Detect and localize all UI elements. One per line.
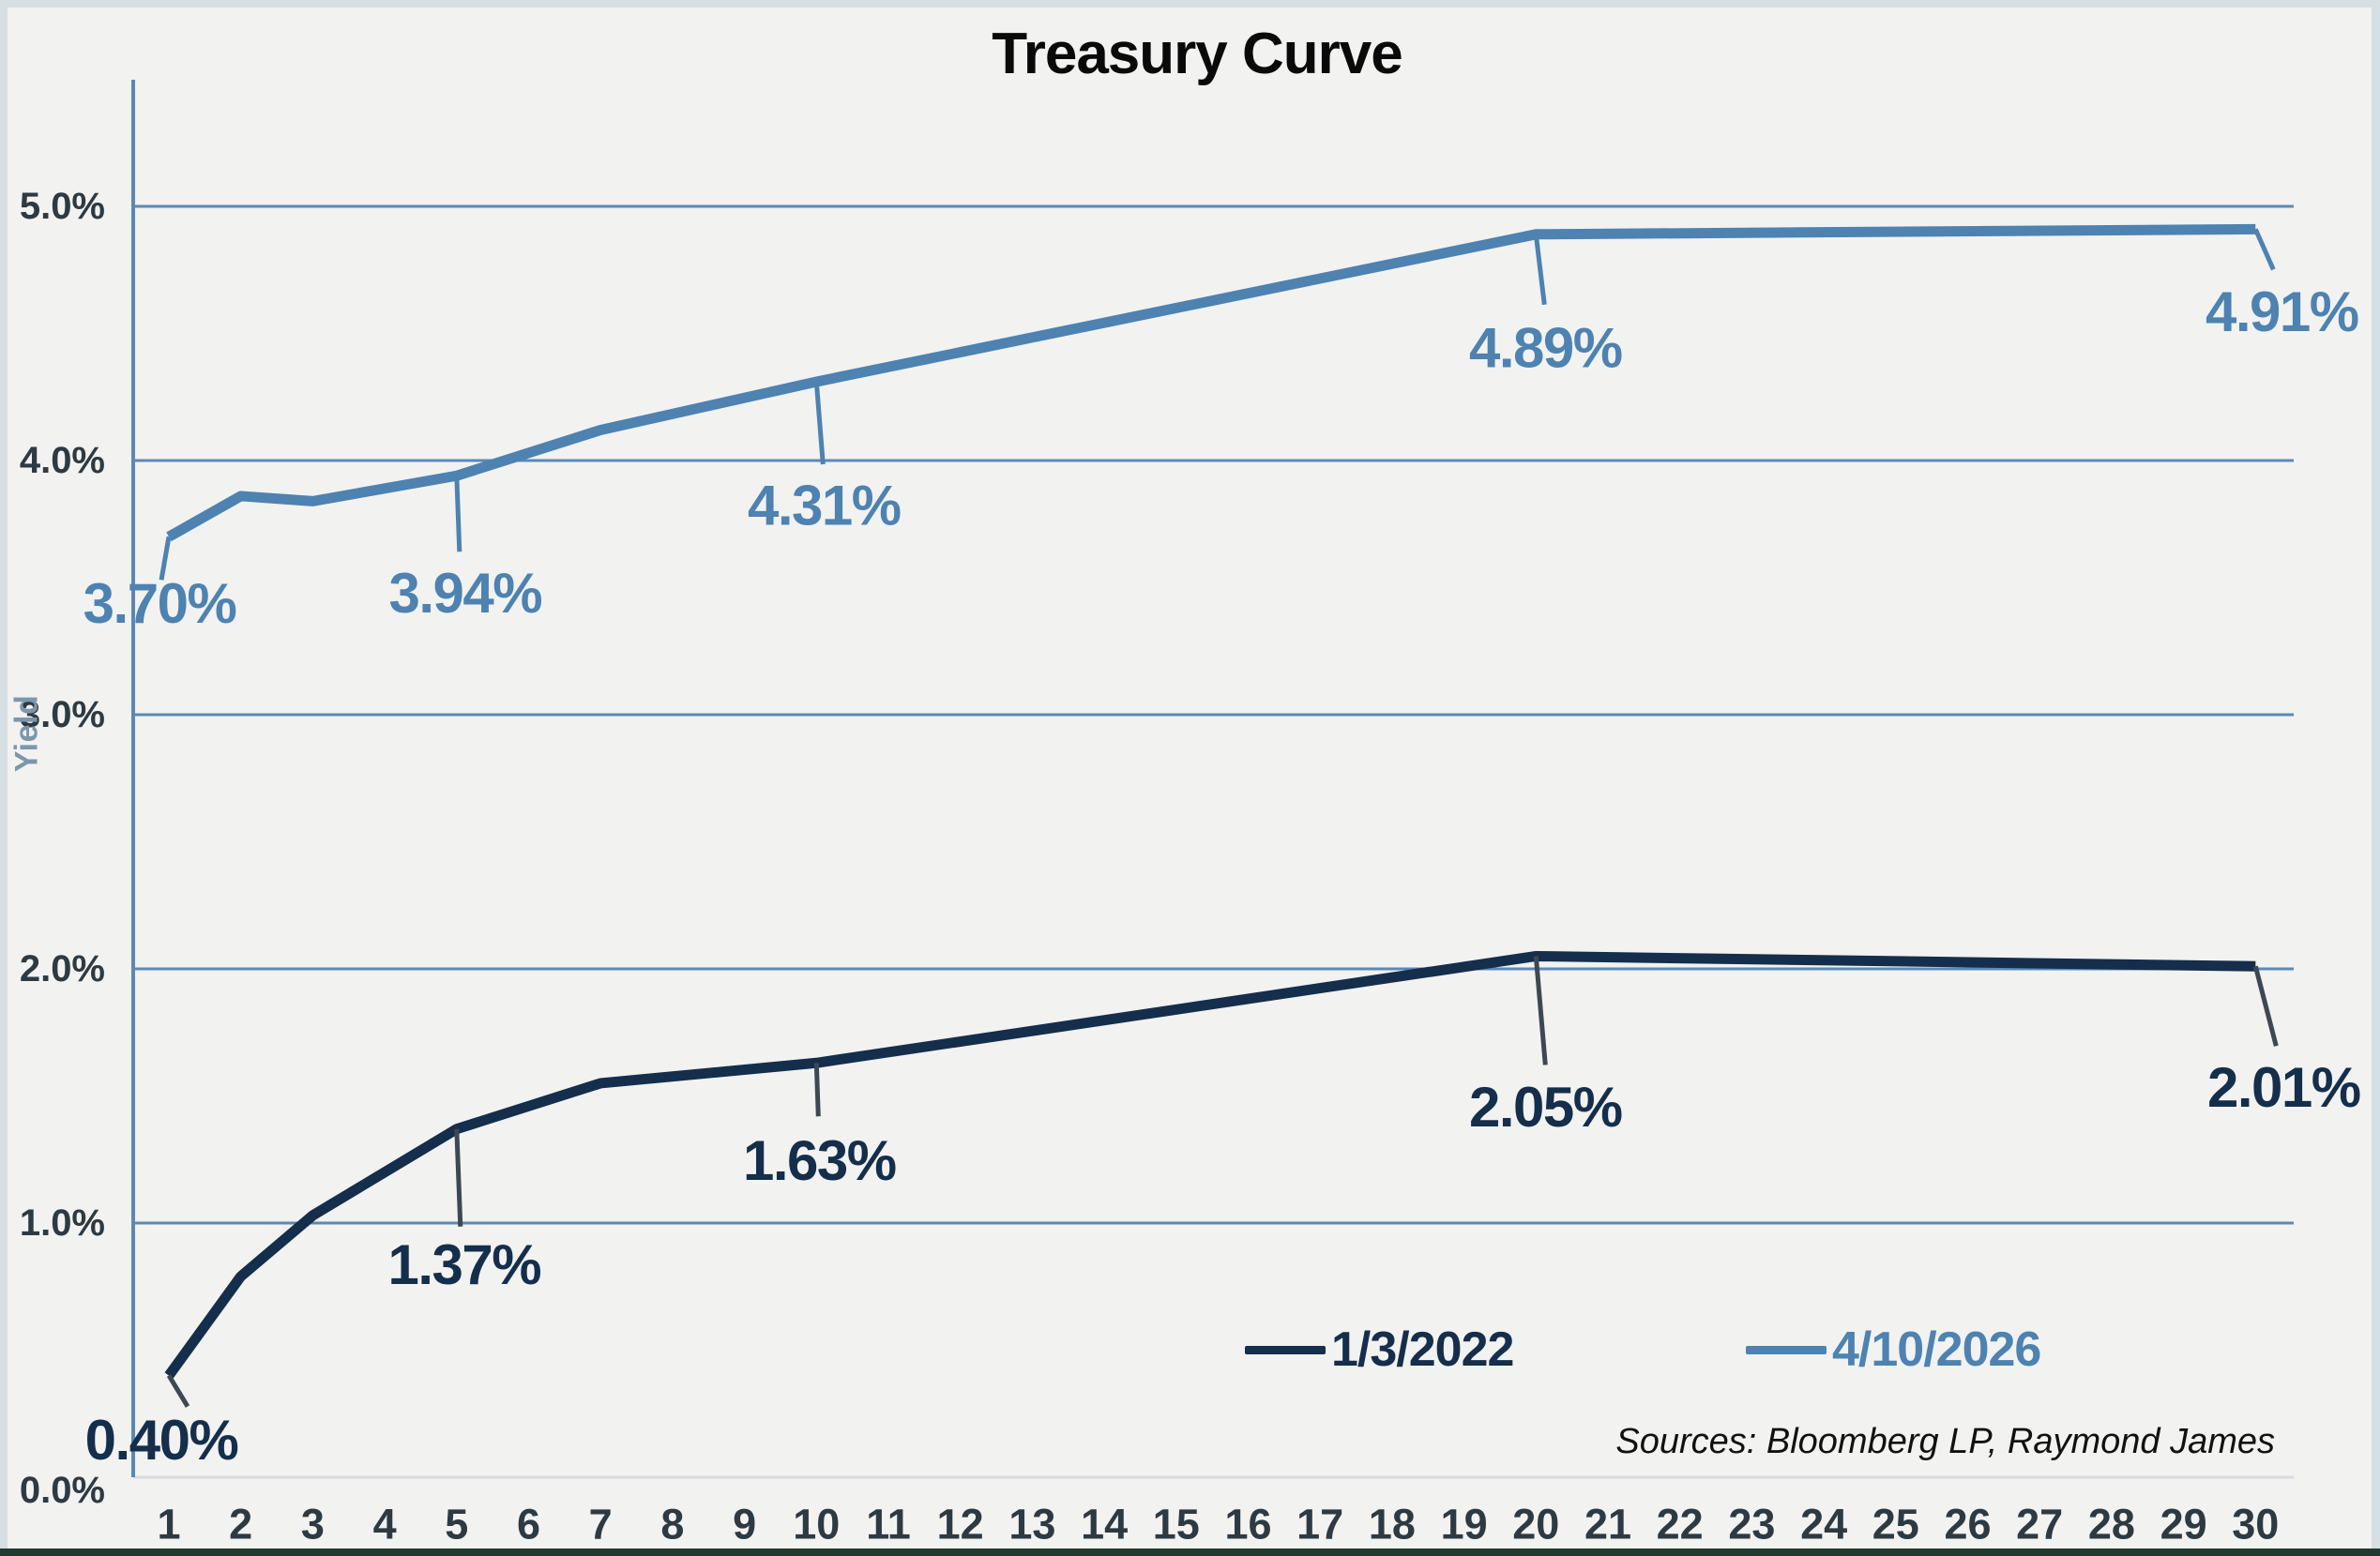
data-label: 2.05%	[1469, 1076, 1622, 1139]
legend-item-4-10-2026: 4/10/2026	[1746, 1321, 2041, 1379]
x-tick-label: 14	[1081, 1501, 1128, 1548]
y-tick-label: 5.0%	[20, 186, 105, 227]
legend-line-swatch	[1746, 1345, 1827, 1354]
leader-line	[159, 536, 172, 581]
y-axis-title: Yield	[8, 694, 45, 773]
x-tick-label: 2	[229, 1501, 252, 1548]
data-label: 4.89%	[1469, 316, 1622, 379]
y-tick-label: 0.0%	[20, 1470, 105, 1511]
x-tick-label: 9	[733, 1501, 756, 1548]
frame-border-right	[2372, 0, 2380, 1556]
leader-line	[166, 1374, 190, 1408]
x-tick-label: 18	[1369, 1501, 1416, 1548]
x-tick-label: 7	[589, 1501, 613, 1548]
x-tick-label: 23	[1728, 1501, 1775, 1548]
y-tick-label: 4.0%	[20, 440, 105, 481]
legend-item-1-3-2022: 1/3/2022	[1245, 1321, 1514, 1379]
y-tick-label: 3.0%	[20, 694, 105, 735]
x-tick-label: 29	[2160, 1501, 2207, 1548]
x-tick-label: 12	[937, 1501, 984, 1548]
x-tick-label: 11	[866, 1501, 911, 1548]
frame-border-bottom	[0, 1548, 2380, 1556]
data-label: 0.40%	[85, 1409, 238, 1472]
x-tick-label: 13	[1008, 1501, 1055, 1548]
x-tick-label: 24	[1800, 1501, 1847, 1548]
legend-label: 4/10/2026	[1832, 1322, 2041, 1377]
legend-line-swatch	[1245, 1345, 1326, 1354]
y-tick-label: 2.0%	[20, 948, 105, 989]
leader-line	[1533, 234, 1547, 306]
x-tick-label: 21	[1584, 1501, 1631, 1548]
legend: 1/3/2022 4/10/2026	[0, 1321, 2380, 1379]
source-note: Sources: Bloomberg LP, Raymond James	[1615, 1422, 2275, 1461]
x-tick-label: 30	[2232, 1501, 2279, 1548]
leader-line	[813, 381, 826, 465]
legend-label: 1/3/2022	[1331, 1322, 1514, 1377]
series-line-1-3-2022	[164, 950, 2256, 1379]
x-tick-label: 3	[301, 1501, 325, 1548]
leader-line	[2253, 228, 2276, 271]
x-tick-label: 10	[793, 1501, 840, 1548]
x-tick-label: 27	[2016, 1501, 2063, 1548]
x-tick-label: 28	[2088, 1501, 2135, 1548]
data-label: 1.37%	[387, 1233, 540, 1296]
y-tick-label: 1.0%	[20, 1202, 105, 1244]
x-tick-label: 19	[1441, 1501, 1488, 1548]
x-tick-label: 25	[1872, 1501, 1919, 1548]
x-tick-label: 6	[517, 1501, 540, 1548]
data-label: 3.94%	[388, 562, 541, 625]
x-tick-label: 8	[660, 1501, 684, 1548]
x-tick-label: 26	[1944, 1501, 1991, 1548]
chart-title: Treasury Curve	[992, 22, 1402, 86]
data-label: 4.91%	[2206, 280, 2358, 343]
leader-line	[813, 1063, 821, 1117]
x-tick-label: 20	[1512, 1501, 1559, 1548]
x-tick-label: 1	[157, 1501, 180, 1548]
frame-border-left	[0, 0, 8, 1556]
leader-line	[454, 1128, 463, 1227]
data-label: 4.31%	[748, 474, 901, 536]
data-label: 1.63%	[743, 1129, 896, 1192]
x-tick-label: 4	[373, 1501, 397, 1548]
x-tick-label: 15	[1153, 1501, 1200, 1548]
x-tick-label: 16	[1224, 1501, 1271, 1548]
leader-line	[1533, 956, 1548, 1065]
x-tick-label: 22	[1657, 1501, 1704, 1548]
series-line-4-10-2026	[166, 223, 2256, 542]
leader-line	[454, 476, 462, 552]
data-label: 2.01%	[2207, 1056, 2360, 1119]
frame-border-top	[0, 0, 2380, 8]
x-tick-label: 17	[1296, 1501, 1343, 1548]
leader-line	[2252, 965, 2279, 1047]
data-label: 3.70%	[83, 572, 236, 635]
x-tick-label: 5	[445, 1501, 468, 1548]
